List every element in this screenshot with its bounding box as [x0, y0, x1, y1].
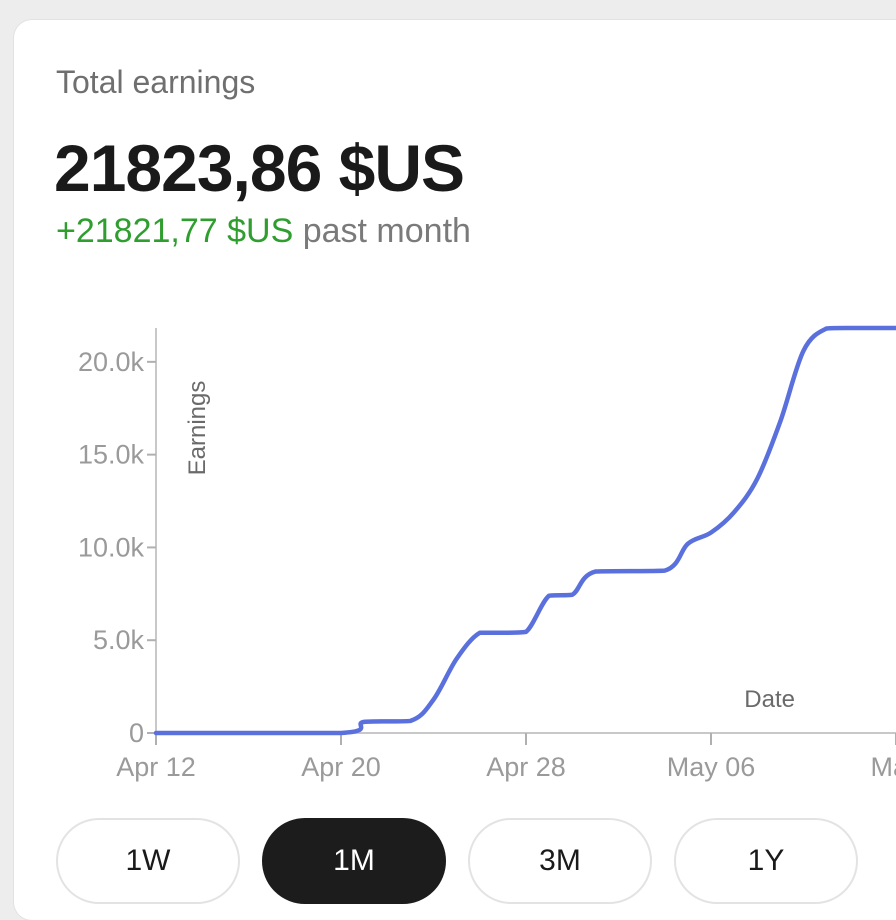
- delta-value: +21821,77 $US: [56, 212, 294, 250]
- y-tick-label: 20.0k: [78, 347, 145, 377]
- x-tick-label: May: [870, 752, 896, 782]
- x-axis-title: Date: [744, 686, 795, 713]
- range-button-1w[interactable]: 1W: [56, 818, 240, 904]
- y-tick-label: 15.0k: [78, 440, 145, 470]
- earnings-chart: 0 5.0k 10.0k 15.0k 20.0k Apr 12 Apr 20 Apr 28 Ma…: [78, 325, 896, 782]
- y-tick-label: 0: [129, 718, 144, 748]
- total-earnings-value: 21823,86 $US: [54, 131, 465, 205]
- x-tick-label: Apr 28: [486, 752, 566, 782]
- earnings-card: [14, 20, 896, 920]
- range-button-1y[interactable]: 1Y: [674, 818, 858, 904]
- y-axis-title: Earnings: [184, 381, 211, 476]
- delta-row: +21821,77 $US past month: [56, 212, 471, 251]
- delta-suffix: past month: [302, 212, 471, 250]
- y-tick-label: 5.0k: [93, 625, 145, 655]
- total-earnings-label: Total earnings: [56, 64, 256, 100]
- earnings-series-line: [153, 325, 896, 736]
- x-tick-label: Apr 20: [301, 752, 381, 782]
- x-tick-label: Apr 12: [116, 752, 196, 782]
- range-button-3m[interactable]: 3M: [468, 818, 652, 904]
- range-button-1m[interactable]: 1M: [262, 818, 446, 904]
- x-tick-label: May 06: [667, 752, 756, 782]
- y-tick-label: 10.0k: [78, 532, 145, 562]
